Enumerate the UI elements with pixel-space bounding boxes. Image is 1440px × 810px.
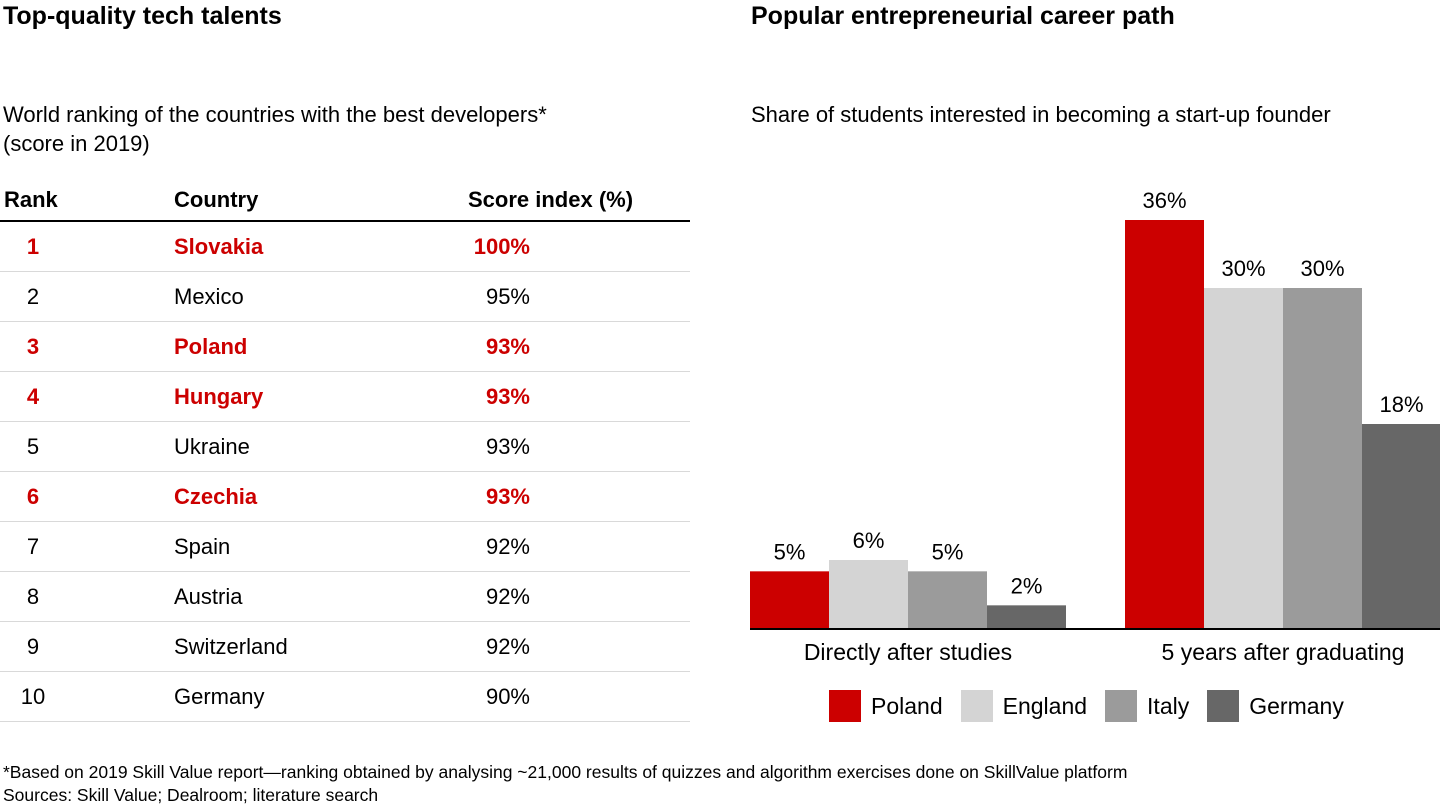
table-row: 7 Spain 92% [0, 522, 690, 572]
country-cell: Hungary [174, 384, 264, 409]
bar-italy-1 [1283, 288, 1362, 628]
left-subtitle-line1: World ranking of the countries with the … [3, 102, 547, 127]
rank-cell: 5 [26, 434, 40, 459]
legend-label: England [1002, 692, 1088, 719]
score-cell: 92% [485, 634, 530, 659]
score-cell: 93% [485, 484, 530, 509]
bar-value-label: 6% [853, 528, 885, 553]
table-body: 1 Slovakia 100% 2 Mexico 95% 3 Poland 93% 4 Hungar… [0, 222, 690, 722]
table-row: 10 Germany 90% [0, 672, 690, 722]
score-cell: 93% [485, 384, 530, 409]
bar-germany-0 [987, 605, 1066, 628]
legend-swatch [1207, 690, 1240, 722]
score-cell: 92% [485, 584, 530, 609]
rank-cell: 3 [26, 334, 40, 359]
bar-italy-0 [908, 571, 987, 628]
bar-england-0 [829, 560, 908, 628]
bar-value-label: 18% [1379, 392, 1423, 417]
score-cell: 90% [485, 684, 530, 709]
country-cell: Switzerland [174, 634, 288, 659]
score-cell: 92% [485, 534, 530, 559]
country-cell: Czechia [174, 484, 258, 509]
bar-poland-1 [1125, 220, 1204, 628]
score-cell: 93% [485, 334, 530, 359]
table-row: 9 Switzerland 92% [0, 622, 690, 672]
legend-label: Italy [1147, 692, 1190, 719]
header-score: Score index (%) [468, 187, 634, 212]
legend-item: Italy [1105, 690, 1189, 722]
bar-england-1 [1204, 288, 1283, 628]
legend-item: Poland [829, 690, 943, 722]
country-cell: Austria [174, 584, 243, 609]
legend-item: Germany [1207, 690, 1344, 722]
table-row: 2 Mexico 95% [0, 272, 690, 322]
right-panel-title: Popular entrepreneurial career path [751, 2, 1175, 30]
country-cell: Spain [174, 534, 231, 559]
chart-legend: Poland England Italy Germany [829, 690, 1362, 722]
rank-cell: 6 [26, 484, 40, 509]
rank-cell: 9 [26, 634, 40, 659]
legend-item: England [960, 690, 1088, 722]
rank-cell: 8 [26, 584, 40, 609]
bar-value-label: 30% [1221, 256, 1265, 281]
category-label: 5 years after graduating [1162, 639, 1405, 665]
footnote: *Based on 2019 Skill Value report—rankin… [3, 762, 1128, 782]
left-panel-subtitle: World ranking of the countries with the … [3, 100, 547, 158]
bar-value-label: 36% [1142, 188, 1186, 213]
score-cell: 93% [485, 434, 530, 459]
legend-swatch [1105, 690, 1138, 722]
sources-note: Sources: Skill Value; Dealroom; literatu… [3, 785, 379, 805]
country-cell: Germany [174, 684, 265, 709]
rank-cell: 10 [20, 684, 46, 709]
rank-cell: 7 [26, 534, 40, 559]
score-cell: 95% [485, 284, 530, 309]
header-rank: Rank [4, 187, 58, 212]
legend-swatch [829, 690, 861, 722]
country-cell: Slovakia [174, 234, 264, 259]
score-cell: 100% [473, 234, 530, 259]
left-panel-title: Top-quality tech talents [3, 2, 282, 30]
right-panel-subtitle: Share of students interested in becoming… [751, 102, 1331, 127]
table-row: 8 Austria 92% [0, 572, 690, 622]
category-label: Directly after studies [804, 639, 1012, 665]
table-row: 4 Hungary 93% [0, 372, 690, 422]
table-row: 5 Ukraine 93% [0, 422, 690, 472]
bar-value-label: 5% [774, 539, 806, 564]
table-row: 1 Slovakia 100% [0, 222, 690, 272]
bar-germany-1 [1362, 424, 1440, 628]
country-cell: Mexico [174, 284, 244, 309]
ranking-table: Rank Country Score index (%) 1 Slovakia 10… [0, 184, 690, 722]
bar-value-label: 30% [1300, 256, 1344, 281]
bar-value-label: 2% [1011, 573, 1043, 598]
left-subtitle-line2: (score in 2019) [3, 131, 150, 156]
rank-cell: 1 [26, 234, 40, 259]
bar-value-label: 5% [932, 539, 964, 564]
country-cell: Poland [174, 334, 248, 359]
country-cell: Ukraine [174, 434, 250, 459]
table-header: Rank Country Score index (%) [0, 184, 690, 222]
rank-cell: 4 [26, 384, 40, 409]
bar-poland-0 [750, 571, 829, 628]
legend-label: Germany [1249, 692, 1344, 719]
rank-cell: 2 [26, 284, 40, 309]
legend-label: Poland [871, 692, 943, 719]
header-country: Country [174, 187, 259, 212]
table-row: 3 Poland 93% [0, 322, 690, 372]
legend-swatch [960, 690, 993, 722]
table-row: 6 Czechia 93% [0, 472, 690, 522]
